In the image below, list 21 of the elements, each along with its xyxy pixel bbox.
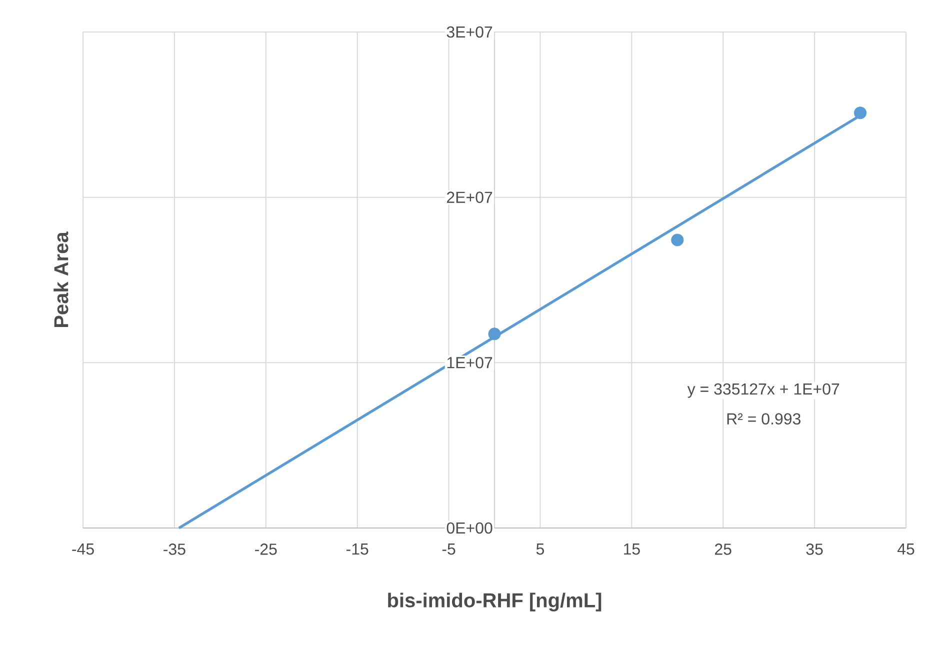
y-tick-label: 3E+07	[446, 26, 492, 38]
point	[671, 234, 684, 246]
x-tick-label: -25	[255, 544, 277, 555]
annotation: y = 335127x + 1E+07	[687, 383, 840, 398]
x-tick-label: 35	[806, 544, 823, 555]
point	[854, 106, 867, 120]
y-tick-label: 0E+00	[446, 522, 492, 534]
x-tick-label: 5	[536, 544, 544, 555]
y-tick-label: 2E+07	[446, 192, 492, 203]
x-tick-label: -15	[346, 544, 368, 555]
point	[488, 328, 501, 340]
y-axis-title: Peak Area	[54, 232, 68, 328]
x-tick-label: 25	[715, 544, 732, 555]
x-tick-label: -5	[442, 544, 456, 555]
x-tick-label: 15	[624, 544, 640, 555]
annotation: R² = 0.993	[727, 413, 800, 425]
x-tick-label: 45	[897, 544, 914, 555]
x-tick-label: -45	[72, 544, 94, 555]
x-tick-label: -35	[164, 544, 186, 555]
y-tick-label: 1E+07	[447, 356, 492, 368]
x-axis-title: bis-imido-RHF [ng/mL]	[388, 592, 602, 612]
